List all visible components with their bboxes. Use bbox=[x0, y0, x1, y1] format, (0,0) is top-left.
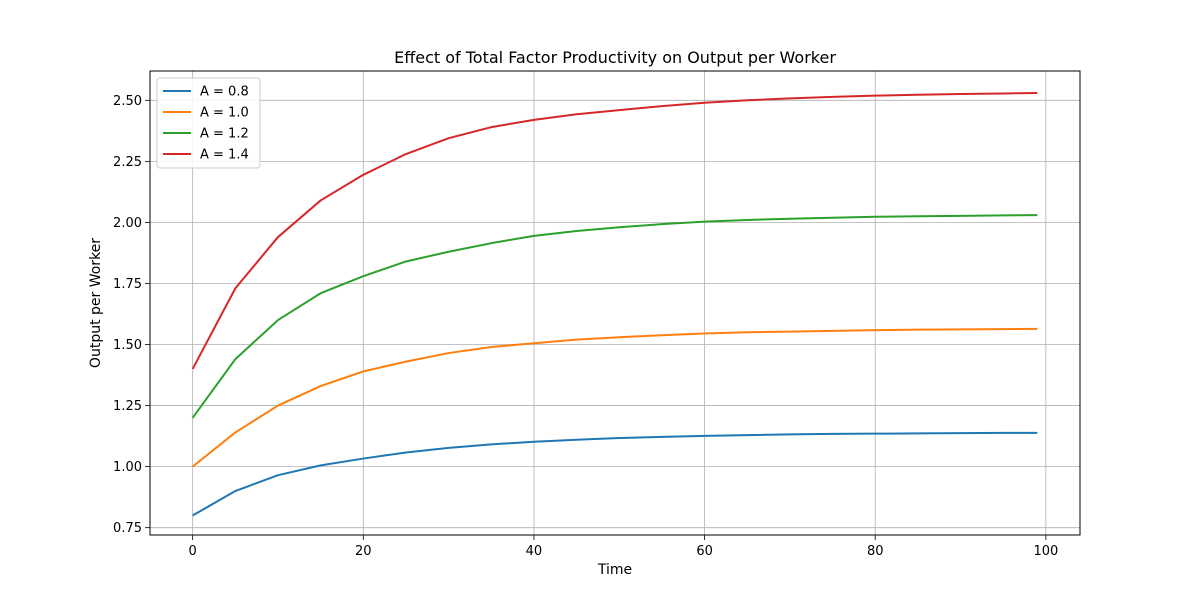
series-lines bbox=[191, 91, 1038, 517]
series-line-3 bbox=[191, 214, 1038, 419]
x-tick-label: 80 bbox=[867, 544, 884, 559]
plot-frame bbox=[149, 70, 1081, 536]
x-tick-label: 60 bbox=[696, 544, 713, 559]
series-line-2 bbox=[192, 327, 1038, 468]
series-line-4 bbox=[191, 91, 1038, 370]
legend-label: A = 1.2 bbox=[200, 127, 249, 142]
legend-label: A = 0.8 bbox=[200, 85, 249, 100]
y-tick-label: 1.25 bbox=[113, 399, 142, 414]
y-tick-label: 1.75 bbox=[113, 277, 142, 292]
grid bbox=[150, 71, 1080, 535]
legend-label: A = 1.0 bbox=[200, 106, 249, 121]
axis-ticks: 0 20 40 60 80 100 0.75 1.00 1.25 1.50 1.75 2.00 2.25… bbox=[113, 94, 1058, 559]
y-tick-label: 0.75 bbox=[113, 521, 142, 536]
legend: A = 0.8 A = 1.0 A = 1.2 A = 1.4 bbox=[156, 77, 261, 169]
legend-box bbox=[156, 77, 261, 169]
x-tick-label: 0 bbox=[189, 544, 197, 559]
y-tick-label: 2.00 bbox=[113, 216, 142, 231]
series-line-1 bbox=[192, 431, 1038, 517]
y-tick-label: 1.00 bbox=[113, 460, 142, 475]
y-axis-label: Output per Worker bbox=[88, 238, 104, 368]
x-tick-label: 100 bbox=[1033, 544, 1058, 559]
y-tick-label: 2.50 bbox=[113, 94, 142, 109]
y-tick-label: 1.50 bbox=[113, 338, 142, 353]
y-tick-label: 2.25 bbox=[113, 155, 142, 170]
x-tick-label: 40 bbox=[526, 544, 543, 559]
chart-title: Effect of Total Factor Productivity on O… bbox=[394, 48, 836, 67]
legend-label: A = 1.4 bbox=[200, 148, 249, 163]
x-tick-label: 20 bbox=[355, 544, 372, 559]
x-axis-label: Time bbox=[597, 562, 632, 578]
